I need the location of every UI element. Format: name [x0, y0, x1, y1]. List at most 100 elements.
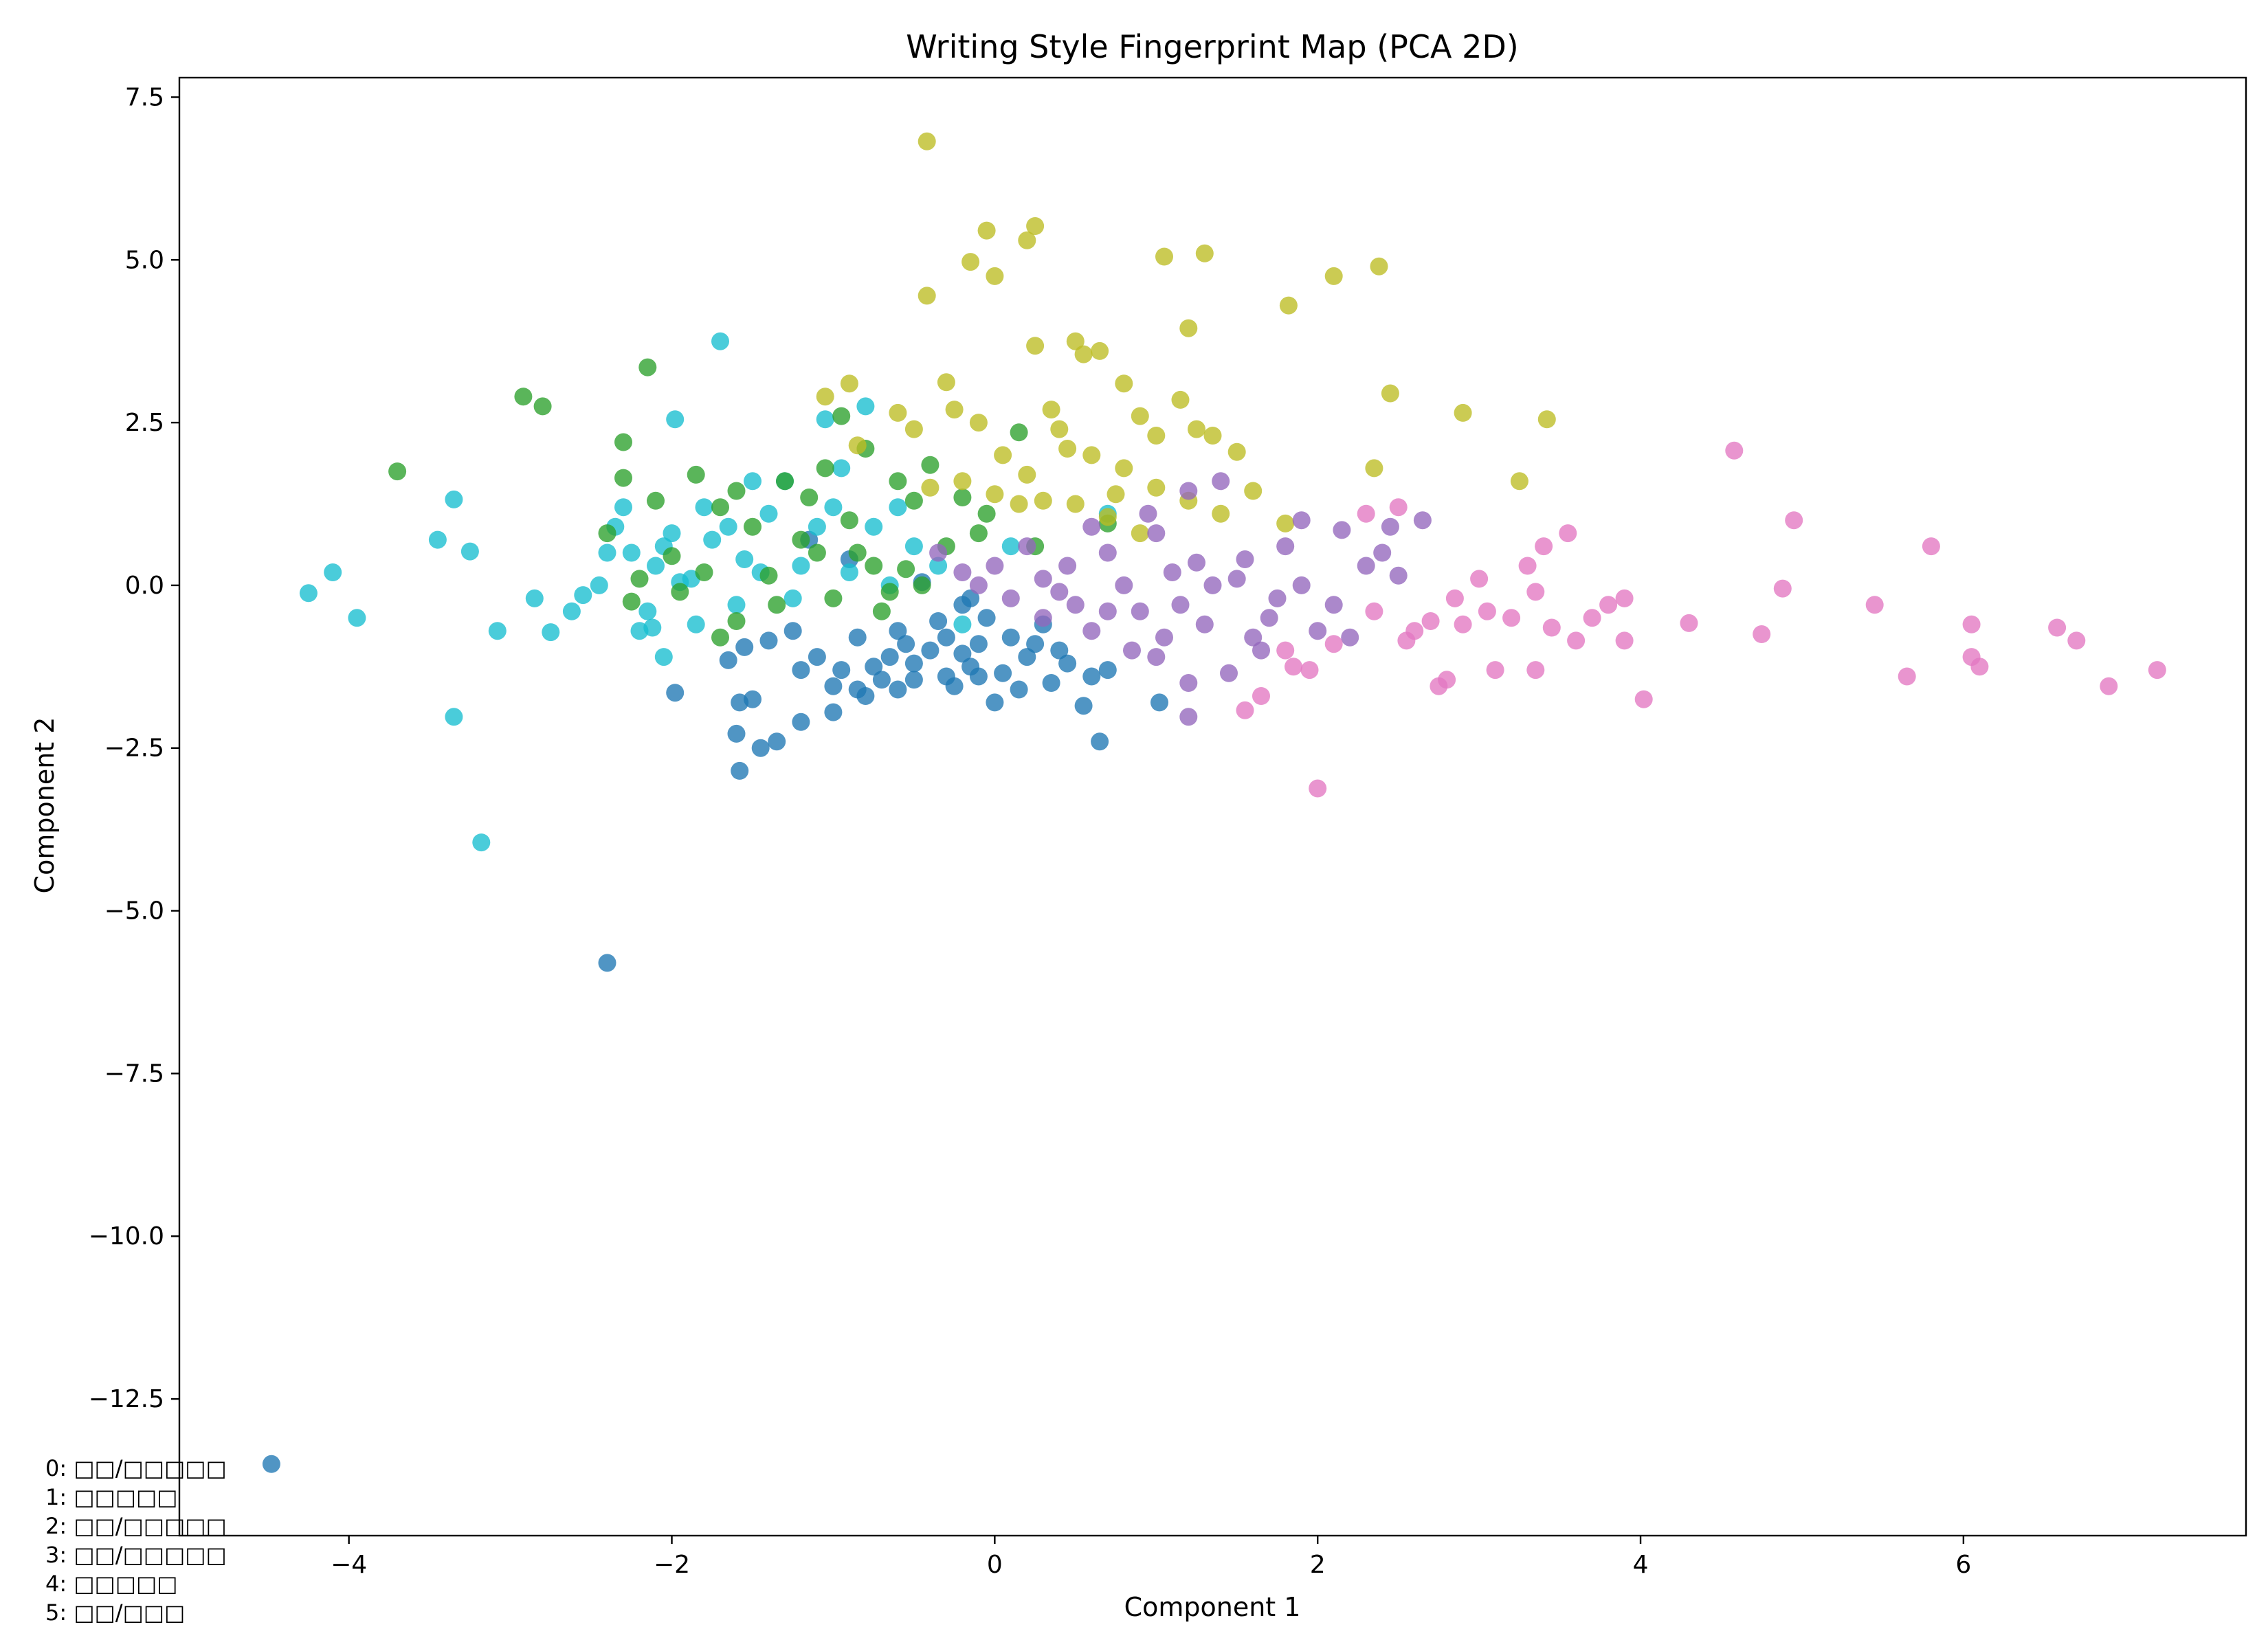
cluster-3-point	[918, 287, 936, 305]
cluster-4-point	[1179, 674, 1198, 692]
cluster-1-point	[542, 623, 560, 642]
cluster-0-point	[824, 677, 843, 695]
cluster-1-point	[719, 517, 737, 536]
cluster-2-point	[872, 602, 891, 620]
cluster-4-point	[1066, 596, 1085, 614]
cluster-2-point	[647, 491, 665, 510]
cluster-1-point	[727, 596, 746, 614]
y-axis-label: Component 2	[30, 717, 60, 894]
cluster-1-point	[472, 833, 491, 852]
cluster-1-point	[525, 589, 544, 607]
cluster-0-point	[889, 622, 907, 640]
cluster-4-point	[1171, 596, 1190, 614]
cluster-3-point	[1381, 384, 1399, 403]
cluster-0-point	[1098, 661, 1117, 680]
cluster-2-point	[832, 407, 851, 425]
cluster-2-point	[727, 612, 746, 630]
cluster-0-point	[904, 654, 923, 673]
cluster-1-point	[488, 622, 507, 640]
cluster-4-point	[1260, 609, 1278, 627]
cluster-0-point	[824, 703, 843, 721]
cluster-0-point	[1042, 674, 1060, 692]
cluster-5-point	[1567, 631, 1586, 650]
cluster-3-point	[1227, 442, 1246, 461]
cluster-1-point	[904, 537, 923, 556]
cluster-label-3: 3: □□/□□□□□	[45, 1542, 227, 1568]
cluster-5-point	[1785, 511, 1803, 530]
cluster-5-point	[1454, 615, 1472, 633]
cluster-5-point	[1502, 609, 1521, 627]
cluster-0-point	[598, 954, 616, 972]
cluster-1-point	[460, 542, 479, 561]
cluster-2-point	[969, 524, 988, 543]
cluster-4-point	[1268, 589, 1287, 607]
cluster-4-point	[1050, 583, 1069, 601]
cluster-0-point	[751, 739, 770, 757]
cluster-3-point	[1091, 341, 1109, 360]
cluster-3-point	[1018, 465, 1036, 484]
cluster-2-point	[711, 498, 729, 517]
cluster-3-point	[889, 403, 907, 422]
cluster-3-point	[1195, 244, 1214, 262]
cluster-1-point	[929, 557, 948, 575]
cluster-1-point	[299, 584, 318, 603]
cluster-2-point	[638, 358, 657, 377]
cluster-5-point	[1397, 631, 1416, 650]
cluster-4-point	[1179, 708, 1198, 726]
cluster-0-point	[848, 680, 867, 699]
cluster-0-point	[889, 680, 907, 699]
cluster-3-point	[1082, 446, 1101, 464]
cluster-0-point	[953, 644, 972, 663]
cluster-1-point	[428, 530, 447, 549]
cluster-3-point	[1212, 504, 1230, 523]
cluster-5-point	[1285, 658, 1302, 676]
x-tick-label: −4	[331, 1551, 367, 1579]
cluster-1-point	[638, 602, 657, 620]
cluster-4-point	[929, 543, 948, 562]
cluster-2-point	[695, 563, 713, 581]
cluster-1-point	[865, 517, 883, 536]
cluster-0-point	[744, 690, 761, 708]
cluster-2-point	[744, 517, 761, 536]
cluster-0-point	[1050, 641, 1069, 660]
y-tick-label: −2.5	[104, 734, 164, 763]
cluster-3-point	[1026, 217, 1045, 235]
cluster-0-point	[727, 724, 746, 743]
cluster-1-point	[574, 586, 592, 605]
cluster-3-point	[1131, 524, 1149, 543]
x-tick-label: 4	[1633, 1551, 1649, 1579]
cluster-0-point	[768, 732, 786, 751]
cluster-4-point	[1115, 576, 1133, 594]
cluster-4-point	[1357, 557, 1375, 575]
cluster-1-point	[614, 498, 632, 517]
cluster-4-point	[1276, 537, 1295, 556]
x-tick-label: 6	[1955, 1551, 1971, 1579]
cluster-2-point	[776, 472, 794, 491]
cluster-1-point	[703, 530, 722, 549]
cluster-4-point	[1034, 609, 1052, 627]
cluster-3-point	[918, 132, 936, 150]
cluster-5-point	[1615, 631, 1634, 650]
cluster-4-point	[986, 557, 1004, 575]
cluster-label-0: 0: □□/□□□□□	[45, 1455, 227, 1481]
cluster-1-point	[647, 557, 665, 575]
cluster-3-point	[1179, 319, 1198, 337]
x-tick-label: 2	[1310, 1551, 1326, 1579]
cluster-5-point	[1680, 614, 1698, 632]
cluster-1-point	[348, 609, 366, 627]
cluster-4-point	[1341, 628, 1359, 647]
cluster-3-point	[1370, 257, 1388, 276]
cluster-2-point	[671, 583, 689, 601]
cluster-0-point	[1018, 648, 1036, 666]
cluster-2-point	[533, 397, 552, 416]
cluster-5-point	[1526, 583, 1545, 601]
cluster-1-point	[1001, 537, 1020, 556]
cluster-3-point	[937, 373, 955, 392]
cluster-2-point	[840, 511, 858, 530]
cluster-2-point	[759, 566, 778, 585]
cluster-3-point	[904, 420, 923, 438]
cluster-2-point	[727, 482, 746, 500]
axes-layer: −4 −2 0 2 4 6 7.5 5.0 2.5 0.0 −2.5 −5.0 −7.5 −10.0 −12…	[89, 76, 2247, 1579]
cluster-0-point	[937, 628, 955, 647]
y-tick-label: −12.5	[89, 1385, 164, 1413]
